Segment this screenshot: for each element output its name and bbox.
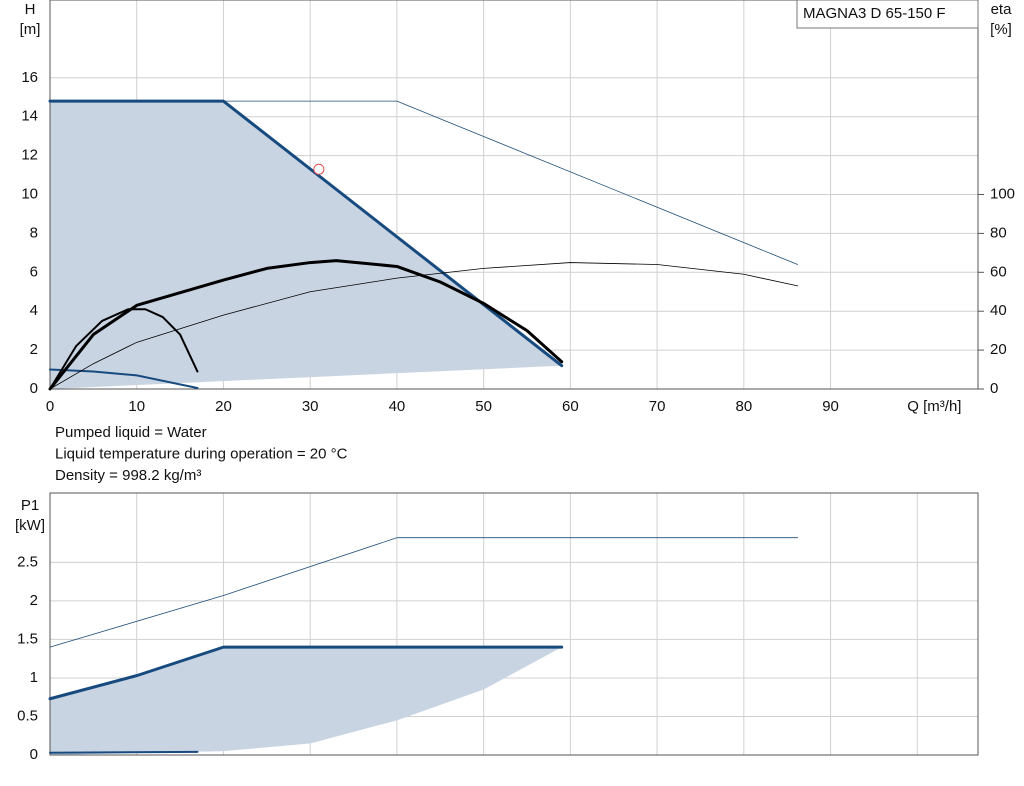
x-tick-label: 10 bbox=[128, 398, 145, 415]
x-axis-label: Q [m³/h] bbox=[907, 398, 961, 415]
curve bbox=[49, 750, 199, 754]
y-tick-label: 12 bbox=[21, 147, 38, 164]
y2-tick-label: 80 bbox=[990, 224, 1007, 241]
legend-box bbox=[796, 0, 979, 29]
y-tick-label: 2 bbox=[30, 592, 38, 609]
y-tick-label: 16 bbox=[21, 69, 38, 86]
curve bbox=[49, 537, 799, 648]
legend-text: MAGNA3 D 65-150 F bbox=[803, 5, 946, 22]
x-tick-label: 90 bbox=[822, 398, 839, 415]
x-tick-label: 60 bbox=[562, 398, 579, 415]
y2-tick-label: 100 bbox=[990, 185, 1015, 202]
y-axis-label: [kW] bbox=[15, 517, 45, 534]
y2-tick-label: 0 bbox=[990, 380, 998, 397]
y-tick-label: 2.5 bbox=[17, 553, 38, 570]
y-tick-label: 4 bbox=[30, 302, 38, 319]
x-tick-label: 20 bbox=[215, 398, 232, 415]
y-tick-label: 6 bbox=[30, 263, 38, 280]
x-tick-label: 30 bbox=[302, 398, 319, 415]
operating-area bbox=[50, 101, 562, 389]
y2-axis-label: eta bbox=[991, 1, 1013, 18]
curve bbox=[49, 368, 199, 390]
annotation: Liquid temperature during operation = 20… bbox=[55, 445, 348, 462]
y2-tick-label: 40 bbox=[990, 302, 1007, 319]
y2-tick-label: 20 bbox=[990, 341, 1007, 358]
y-tick-label: 1.5 bbox=[17, 630, 38, 647]
curve bbox=[48, 99, 564, 368]
x-tick-label: 80 bbox=[735, 398, 752, 415]
y2-axis-label: [%] bbox=[990, 21, 1012, 38]
y-tick-label: 2 bbox=[30, 341, 38, 358]
x-tick-label: 70 bbox=[649, 398, 666, 415]
annotation: Density = 998.2 kg/m³ bbox=[55, 467, 201, 484]
y-tick-label: 8 bbox=[30, 224, 38, 241]
plot-frame bbox=[49, 0, 979, 390]
y-axis-label: P1 bbox=[21, 497, 39, 514]
y-tick-label: 0.5 bbox=[17, 707, 38, 724]
y-tick-label: 1 bbox=[30, 669, 38, 686]
x-tick-label: 50 bbox=[475, 398, 492, 415]
x-tick-label: 40 bbox=[389, 398, 406, 415]
y-axis-label: [m] bbox=[20, 21, 41, 38]
annotation: Pumped liquid = Water bbox=[55, 424, 207, 441]
y-tick-label: 10 bbox=[21, 185, 38, 202]
curve bbox=[49, 262, 799, 390]
y2-tick-label: 60 bbox=[990, 263, 1007, 280]
y-tick-label: 14 bbox=[21, 108, 38, 125]
y-tick-label: 0 bbox=[30, 380, 38, 397]
curve bbox=[49, 308, 199, 390]
plot-frame bbox=[49, 492, 979, 756]
curve bbox=[48, 645, 564, 701]
operating-area bbox=[50, 647, 562, 755]
x-tick-label: 0 bbox=[46, 398, 54, 415]
y-tick-label: 0 bbox=[30, 746, 38, 763]
duty-point bbox=[313, 163, 325, 175]
y-axis-label: H bbox=[25, 1, 36, 18]
